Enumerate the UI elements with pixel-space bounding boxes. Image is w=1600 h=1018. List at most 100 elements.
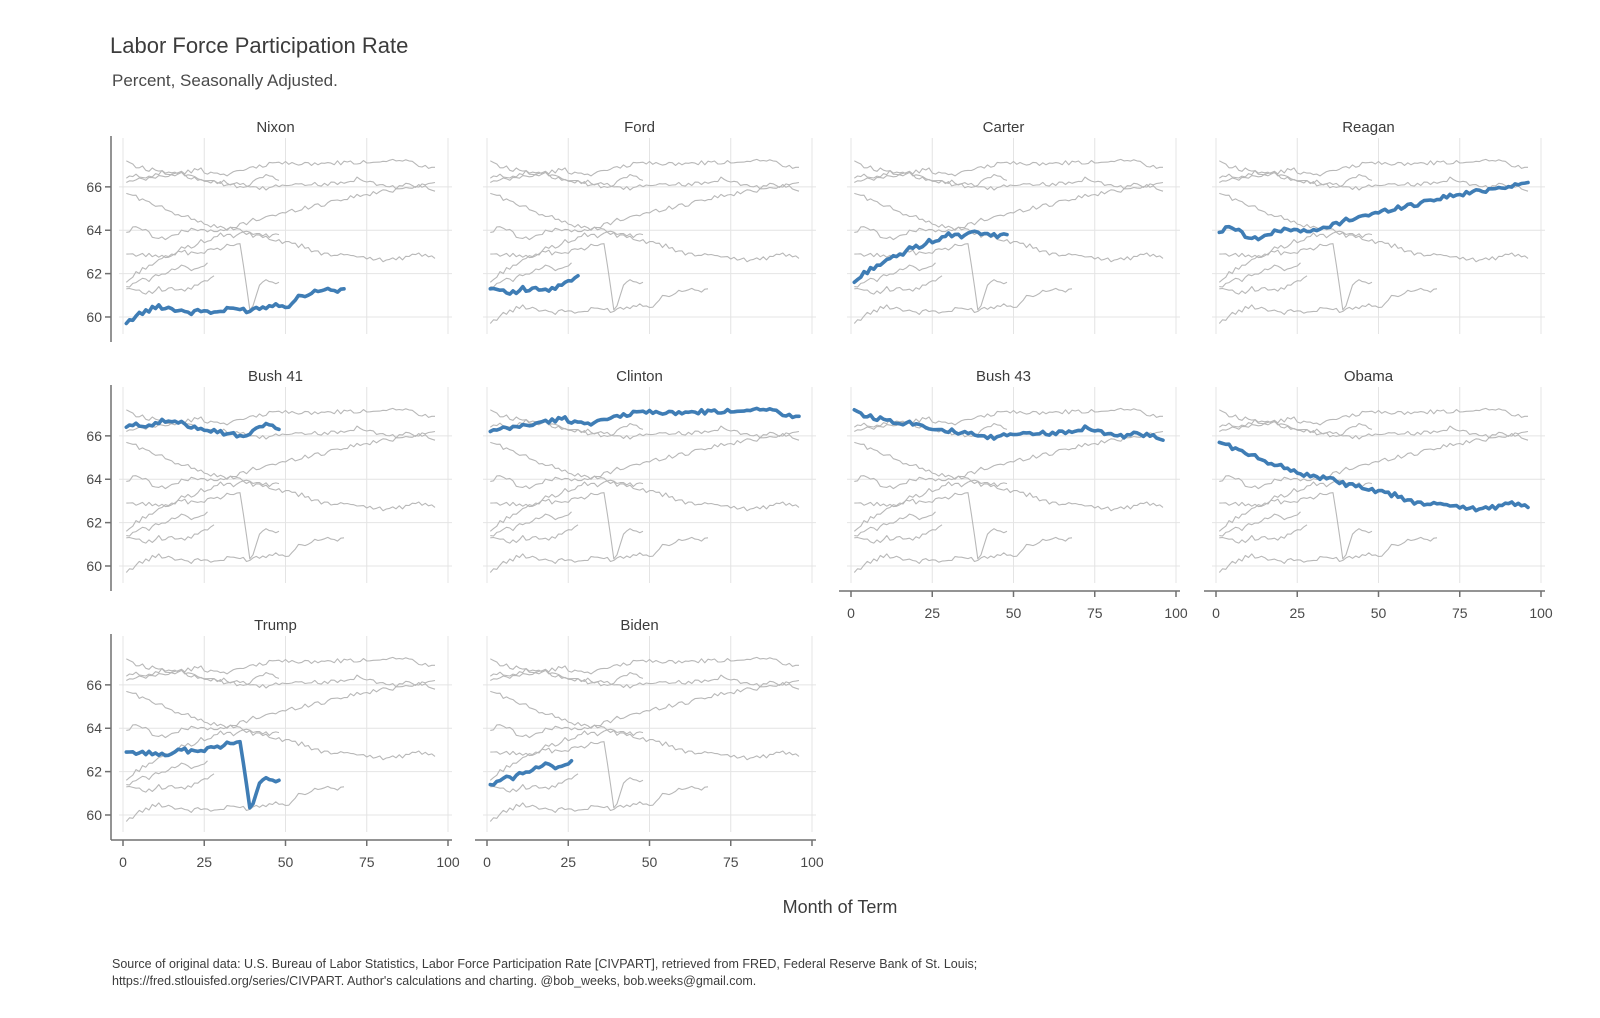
background-line-bush-43 bbox=[490, 160, 800, 192]
y-axis: 60 62 64 66 bbox=[86, 136, 112, 342]
background-line-bush-41 bbox=[1218, 169, 1373, 189]
background-line-nixon bbox=[125, 536, 345, 573]
facet-label: Trump bbox=[254, 617, 297, 634]
y-tick-label: 64 bbox=[86, 720, 102, 736]
background-line-ford bbox=[126, 773, 215, 793]
x-tick-label: 50 bbox=[642, 854, 658, 870]
gridlines bbox=[1212, 138, 1545, 334]
y-tick-label: 60 bbox=[86, 558, 102, 574]
x-axis-title: Month of Term bbox=[783, 897, 898, 917]
background-line-ford bbox=[126, 275, 215, 295]
background-line-reagan bbox=[126, 430, 436, 490]
background-line-clinton bbox=[490, 656, 799, 681]
panel-carter: Carter bbox=[847, 119, 1180, 334]
highlight-line-ford bbox=[488, 274, 580, 296]
background-line-trump bbox=[1219, 243, 1373, 311]
background-line-nixon bbox=[489, 785, 709, 822]
gridlines bbox=[483, 636, 816, 832]
background-series bbox=[1218, 158, 1529, 324]
background-line-biden bbox=[854, 511, 936, 537]
panel-clinton: Clinton bbox=[483, 368, 816, 583]
panel-biden: Biden 0 25 50 75 100 bbox=[475, 617, 824, 870]
background-line-reagan bbox=[854, 181, 1164, 241]
background-line-reagan bbox=[1219, 430, 1529, 490]
background-series bbox=[853, 158, 1164, 324]
x-tick-label: 0 bbox=[847, 605, 855, 621]
background-line-trump bbox=[854, 492, 1008, 560]
gridlines bbox=[119, 138, 452, 334]
background-line-obama bbox=[490, 192, 800, 263]
x-tick-label: 25 bbox=[560, 854, 576, 870]
background-line-obama bbox=[1219, 192, 1529, 263]
background-line-trump bbox=[126, 492, 280, 560]
panel-reagan: Reagan bbox=[1212, 119, 1545, 334]
chart-subtitle: Percent, Seasonally Adjusted. bbox=[112, 71, 338, 90]
caption-line-2: https://fred.stlouisfed.org/series/CIVPA… bbox=[112, 974, 756, 988]
background-line-obama bbox=[126, 690, 436, 761]
background-line-carter bbox=[489, 230, 644, 283]
background-line-bush-41 bbox=[489, 169, 644, 189]
gridlines bbox=[483, 387, 816, 583]
background-line-ford bbox=[854, 524, 943, 544]
panel-nixon: Nixon 60 62 64 66 bbox=[86, 119, 452, 342]
highlight-line-carter bbox=[852, 229, 1009, 285]
background-line-ford bbox=[490, 773, 579, 793]
background-series bbox=[489, 656, 800, 822]
background-line-biden bbox=[854, 262, 936, 288]
background-line-carter bbox=[125, 230, 280, 283]
background-line-carter bbox=[853, 479, 1008, 532]
y-axis: 60 62 64 66 bbox=[86, 385, 112, 591]
background-series bbox=[489, 409, 800, 573]
background-line-biden bbox=[490, 262, 572, 288]
x-tick-label: 75 bbox=[359, 854, 375, 870]
background-line-ford bbox=[490, 524, 579, 544]
highlight-line-biden bbox=[488, 759, 574, 787]
x-axis: 0 25 50 75 100 bbox=[839, 590, 1188, 621]
gridlines bbox=[847, 387, 1180, 583]
y-tick-label: 60 bbox=[86, 807, 102, 823]
background-line-nixon bbox=[489, 287, 709, 324]
background-series bbox=[125, 656, 436, 822]
highlight-line-obama bbox=[1217, 440, 1530, 513]
y-tick-label: 62 bbox=[86, 515, 102, 531]
facet-panels: Nixon 60 62 64 66 Ford Carter Reagan Bush 41 60 62… bbox=[86, 119, 1552, 870]
x-tick-label: 25 bbox=[1289, 605, 1305, 621]
y-tick-label: 66 bbox=[86, 428, 102, 444]
background-line-obama bbox=[854, 192, 1164, 263]
x-tick-label: 75 bbox=[723, 854, 739, 870]
background-line-bush-41 bbox=[125, 667, 280, 687]
panel-obama: Obama 0 25 50 75 100 bbox=[1204, 368, 1553, 621]
panel-trump: Trump 60 62 64 66 0 25 50 75 100 bbox=[86, 617, 459, 870]
facet-label: Bush 43 bbox=[976, 368, 1031, 385]
x-tick-label: 0 bbox=[119, 854, 127, 870]
highlight-line-bush-43 bbox=[852, 408, 1165, 442]
x-tick-label: 75 bbox=[1087, 605, 1103, 621]
background-line-trump bbox=[490, 243, 644, 311]
background-line-obama bbox=[854, 441, 1164, 512]
background-line-bush-41 bbox=[125, 169, 280, 189]
facet-label: Carter bbox=[983, 119, 1025, 136]
y-tick-label: 66 bbox=[86, 677, 102, 693]
background-line-trump bbox=[1219, 492, 1373, 560]
facet-label: Nixon bbox=[256, 119, 294, 136]
facet-label: Reagan bbox=[1342, 119, 1395, 136]
x-tick-label: 0 bbox=[1212, 605, 1220, 621]
background-line-clinton bbox=[854, 158, 1163, 183]
y-tick-label: 60 bbox=[86, 309, 102, 325]
highlight-line-reagan bbox=[1217, 180, 1530, 242]
background-line-clinton bbox=[126, 158, 435, 183]
background-line-nixon bbox=[1218, 536, 1438, 573]
background-line-nixon bbox=[853, 287, 1073, 324]
background-line-reagan bbox=[854, 430, 1164, 490]
background-line-trump bbox=[126, 243, 280, 311]
background-series bbox=[1218, 407, 1529, 573]
facet-label: Obama bbox=[1344, 368, 1394, 385]
panel-bush-41: Bush 41 60 62 64 66 bbox=[86, 368, 452, 591]
background-line-bush-41 bbox=[489, 667, 644, 687]
x-axis: 0 25 50 75 100 bbox=[1204, 590, 1553, 621]
background-line-carter bbox=[1218, 479, 1373, 532]
background-line-bush-41 bbox=[853, 169, 1008, 189]
background-line-nixon bbox=[489, 536, 709, 573]
x-tick-label: 50 bbox=[278, 854, 294, 870]
background-line-carter bbox=[489, 479, 644, 532]
